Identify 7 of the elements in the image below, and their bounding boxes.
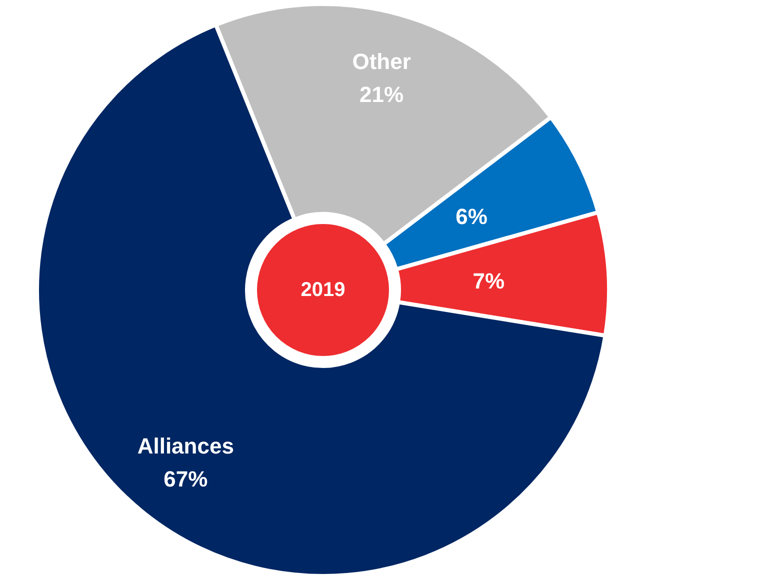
data-label: 7% [472,268,505,293]
text: 2019 [300,279,346,301]
slice-label: Alliances [137,433,234,458]
data-label: 21% [360,82,404,107]
data-label: 6% [456,204,488,229]
data-label: 67% [164,466,208,492]
slice-label: Other [352,48,412,74]
